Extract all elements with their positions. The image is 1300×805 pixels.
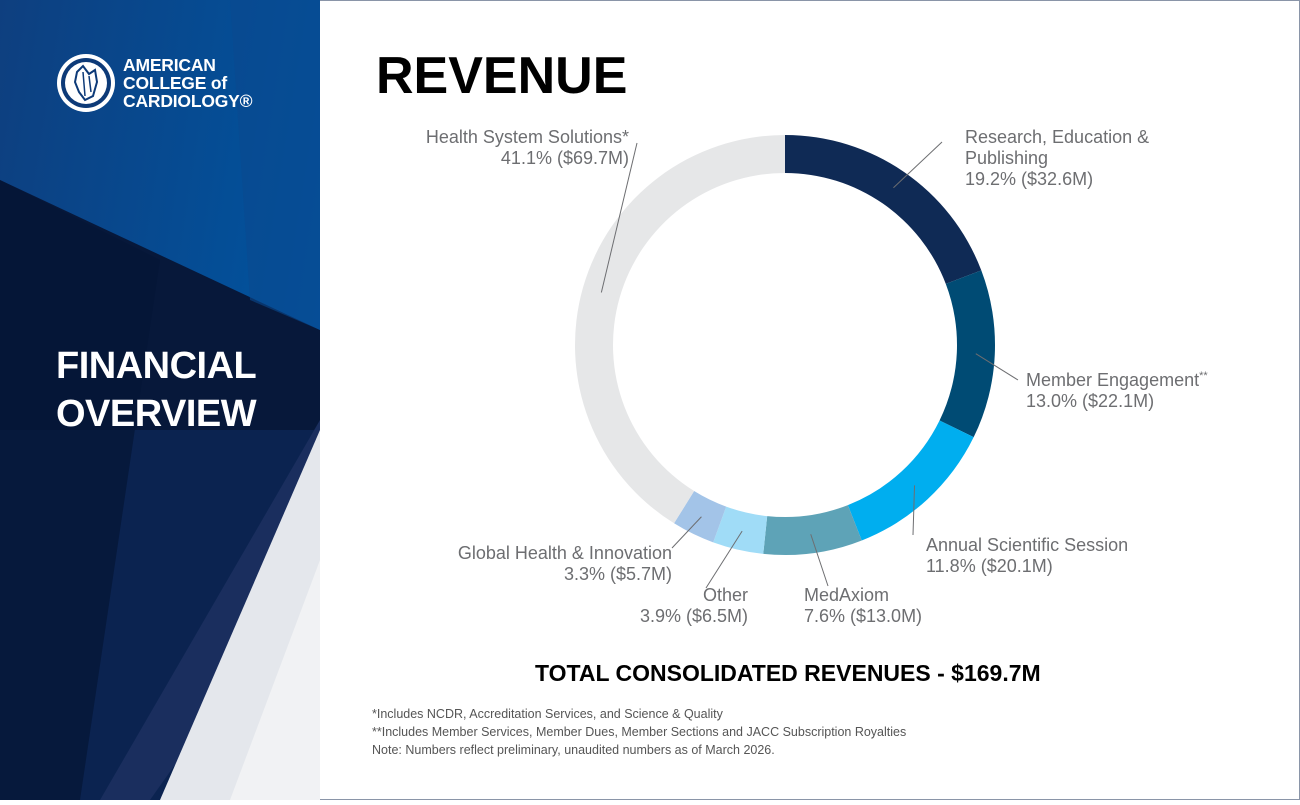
slice-label-annual-session: Annual Scientific Session 11.8% ($20.1M) [926, 535, 1128, 577]
slice-value: 41.1% ($69.7M) [500, 148, 629, 168]
side-title-line: FINANCIAL [56, 345, 257, 387]
slice-value: 7.6% ($13.0M) [804, 606, 923, 626]
logo-line: CARDIOLOGY® [123, 91, 253, 111]
total-revenue: TOTAL CONSOLIDATED REVENUES - $169.7M [535, 660, 1041, 686]
leader-line-global-health [671, 516, 702, 549]
slice-annual-session [847, 420, 974, 541]
slice-health-system [575, 135, 785, 524]
slice-name: Annual Scientific Session [926, 535, 1129, 555]
footnote-mark: * [621, 127, 629, 147]
slice-name: Health System Solutions [425, 127, 622, 147]
footnote: **Includes Member Services, Member Dues,… [372, 725, 907, 739]
acc-logo: AMERICAN COLLEGE of CARDIOLOGY® [55, 52, 253, 114]
logo-line: AMERICAN [123, 55, 216, 75]
slice-label-global-health: Global Health & Innovation 3.3% ($5.7M) [458, 543, 672, 585]
slice-member-engagement [939, 270, 995, 438]
side-title-line: OVERVIEW [56, 393, 257, 435]
leader-line-other [705, 530, 743, 589]
slice-label-health-system: Health System Solutions* 41.1% ($69.7M) [426, 127, 629, 169]
leader-line-annual-session [912, 485, 916, 536]
slice-name: Research, Education & Publishing [965, 127, 1150, 168]
leader-line-research [893, 141, 943, 189]
slice-other [713, 506, 768, 554]
leader-line-medaxiom [810, 534, 829, 587]
slice-label-medaxiom: MedAxiom 7.6% ($13.0M) [804, 585, 922, 627]
leader-line-member-engagement [975, 353, 1019, 381]
slice-name: Global Health & Innovation [457, 543, 672, 563]
slice-name: Member Engagement [1026, 370, 1200, 390]
footnote: Note: Numbers reflect preliminary, unaud… [372, 743, 775, 757]
footnote: *Includes NCDR, Accreditation Services, … [372, 707, 723, 721]
footnote-mark: ** [1199, 370, 1208, 382]
slice-value: 19.2% ($32.6M) [965, 169, 1094, 189]
slice-value: 3.9% ($6.5M) [639, 606, 748, 626]
side-title: FINANCIAL OVERVIEW [56, 342, 257, 438]
slice-label-member-engagement: Member Engagement** 13.0% ($22.1M) [1026, 370, 1208, 412]
slice-value: 3.3% ($5.7M) [563, 564, 672, 584]
slice-label-research: Research, Education & Publishing 19.2% (… [965, 127, 1165, 190]
slice-name: MedAxiom [804, 585, 890, 605]
slice-value: 11.8% ($20.1M) [926, 556, 1053, 576]
chart-title: REVENUE [376, 47, 628, 105]
side-panel: AMERICAN COLLEGE of CARDIOLOGY® FINANCIA… [0, 0, 320, 800]
footnotes: *Includes NCDR, Accreditation Services, … [372, 705, 906, 759]
slice-name: Other [702, 585, 748, 605]
leader-line-health-system [600, 142, 638, 293]
side-panel-background [0, 0, 320, 800]
slice-research [785, 135, 982, 284]
acc-seal-icon [57, 54, 115, 112]
slice-value: 13.0% ($22.1M) [1026, 391, 1155, 411]
slice-global-health [674, 491, 727, 543]
logo-line: COLLEGE of [123, 73, 227, 93]
slice-label-other: Other 3.9% ($6.5M) [640, 585, 748, 627]
slice-medaxiom [763, 505, 862, 555]
